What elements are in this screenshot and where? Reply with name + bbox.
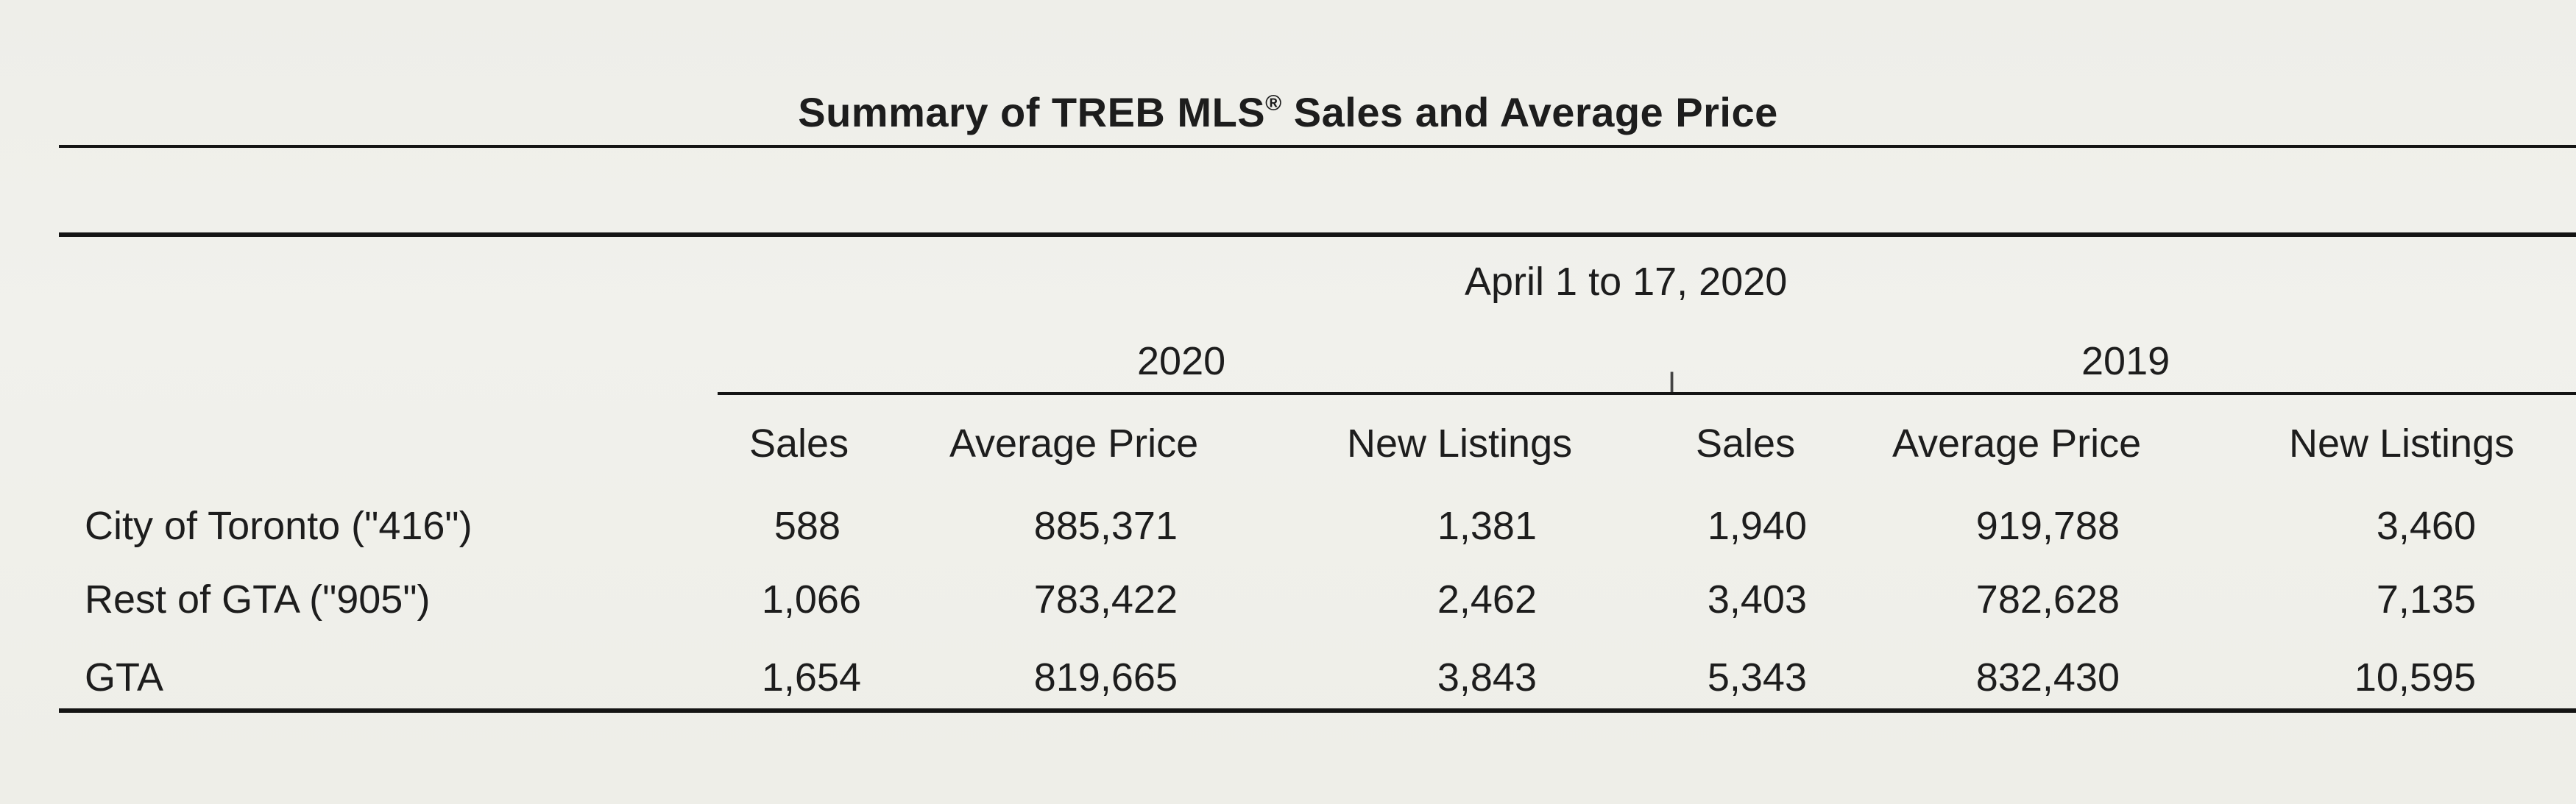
table-cell: 1,940: [1707, 504, 1807, 548]
table-cell: 1,654: [761, 655, 861, 700]
table-bottom-rule: [59, 708, 2576, 713]
row-label: Rest of GTA ("905"): [85, 577, 431, 622]
year-2019-label: 2019: [2081, 339, 2170, 383]
table-cell: 3,403: [1707, 577, 1807, 622]
table-cell: 588: [774, 504, 841, 548]
table-cell: 832,430: [1975, 655, 2120, 700]
text-cursor-icon: I: [1668, 366, 1677, 399]
table-cell: 7,135: [2376, 577, 2476, 622]
row-label: City of Toronto ("416"): [85, 504, 473, 548]
table-cell: 783,422: [1033, 577, 1178, 622]
table-cell: 10,595: [2354, 655, 2476, 700]
title-rest: Sales and Average Price: [1281, 89, 1778, 135]
table-cell: 3,843: [1437, 655, 1537, 700]
registered-mark: ®: [1265, 91, 1282, 115]
year-2020-label: 2020: [1137, 339, 1226, 383]
table-cell: 1,066: [761, 577, 861, 622]
table-cell: 819,665: [1033, 655, 1178, 700]
title-underline: [59, 145, 2576, 148]
table-cell: 3,460: [2376, 504, 2476, 548]
column-header: Average Price: [949, 421, 1199, 466]
table-cell: 919,788: [1975, 504, 2120, 548]
column-header: Average Price: [1892, 421, 2142, 466]
year-header-rule: [718, 392, 2576, 395]
row-label: GTA: [85, 655, 163, 700]
table-cell: 5,343: [1707, 655, 1807, 700]
report-title: Summary of TREB MLS® Sales and Average P…: [0, 88, 2576, 136]
table-cell: 782,628: [1975, 577, 2120, 622]
table-cell: 885,371: [1033, 504, 1178, 548]
table-cell: 2,462: [1437, 577, 1537, 622]
title-text: Summary of TREB MLS: [798, 89, 1266, 135]
table-cell: 1,381: [1437, 504, 1537, 548]
column-header: New Listings: [1347, 421, 1573, 466]
section-divider: [59, 232, 2576, 237]
column-header: Sales: [749, 421, 849, 466]
column-header: Sales: [1696, 421, 1796, 466]
period-label: April 1 to 17, 2020: [1465, 260, 1788, 304]
column-header: New Listings: [2289, 421, 2515, 466]
